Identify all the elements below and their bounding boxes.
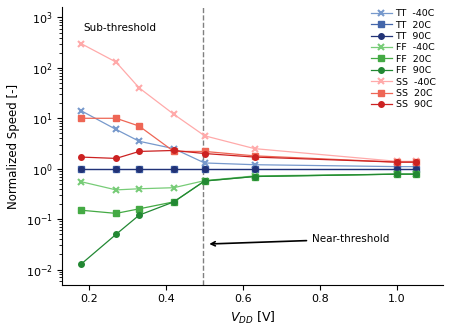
- SS  -40C: [394, 159, 400, 163]
- TT  -40C: [252, 163, 257, 167]
- FF  20C: [394, 172, 400, 176]
- TT  -40C: [171, 147, 176, 151]
- SS  -40C: [113, 60, 119, 64]
- Y-axis label: Normalized Speed [-]: Normalized Speed [-]: [7, 84, 20, 208]
- Line: SS  -40C: SS -40C: [78, 40, 419, 165]
- FF  -40C: [252, 174, 257, 178]
- SS  90C: [113, 157, 119, 161]
- SS  -40C: [414, 159, 419, 163]
- SS  -40C: [252, 147, 257, 151]
- TT  20C: [394, 167, 400, 171]
- SS  20C: [252, 154, 257, 158]
- SS  -40C: [136, 86, 142, 90]
- X-axis label: $V_{DD}$ [V]: $V_{DD}$ [V]: [230, 310, 275, 326]
- FF  20C: [113, 211, 119, 215]
- FF  20C: [79, 208, 84, 212]
- SS  90C: [171, 149, 176, 153]
- TT  90C: [171, 167, 176, 171]
- FF  -40C: [414, 172, 419, 176]
- SS  -40C: [202, 134, 207, 138]
- TT  20C: [252, 167, 257, 171]
- FF  -40C: [394, 172, 400, 176]
- FF  90C: [414, 172, 419, 176]
- Text: Sub-threshold: Sub-threshold: [83, 23, 157, 33]
- TT  20C: [171, 167, 176, 171]
- TT  90C: [252, 167, 257, 171]
- SS  -40C: [171, 112, 176, 116]
- FF  90C: [136, 213, 142, 217]
- TT  -40C: [136, 139, 142, 143]
- TT  20C: [79, 167, 84, 171]
- Text: Near-threshold: Near-threshold: [211, 234, 389, 246]
- TT  -40C: [202, 161, 207, 165]
- SS  20C: [394, 160, 400, 164]
- SS  20C: [136, 124, 142, 128]
- FF  -40C: [136, 187, 142, 191]
- TT  90C: [202, 167, 207, 171]
- TT  20C: [414, 167, 419, 171]
- Line: TT  90C: TT 90C: [79, 166, 419, 171]
- SS  90C: [136, 150, 142, 154]
- FF  90C: [113, 232, 119, 236]
- TT  20C: [202, 167, 207, 171]
- Legend: TT  -40C, TT  20C, TT  90C, FF  -40C, FF  20C, FF  90C, SS  -40C, SS  20C, SS  9: TT -40C, TT 20C, TT 90C, FF -40C, FF 20C…: [368, 7, 438, 112]
- SS  90C: [79, 155, 84, 159]
- FF  20C: [202, 179, 207, 183]
- TT  90C: [113, 167, 119, 171]
- Line: FF  -40C: FF -40C: [78, 171, 419, 193]
- FF  20C: [252, 174, 257, 178]
- TT  90C: [136, 167, 142, 171]
- TT  20C: [113, 167, 119, 171]
- Line: TT  -40C: TT -40C: [78, 108, 419, 170]
- SS  20C: [113, 116, 119, 120]
- FF  90C: [79, 262, 84, 266]
- FF  20C: [136, 207, 142, 211]
- FF  -40C: [171, 186, 176, 190]
- TT  -40C: [79, 109, 84, 113]
- FF  -40C: [202, 178, 207, 182]
- SS  20C: [202, 150, 207, 154]
- SS  90C: [394, 160, 400, 164]
- TT  90C: [79, 167, 84, 171]
- FF  90C: [252, 174, 257, 178]
- TT  -40C: [414, 165, 419, 168]
- SS  90C: [414, 160, 419, 164]
- SS  -40C: [79, 42, 84, 46]
- FF  90C: [171, 200, 176, 204]
- FF  20C: [414, 172, 419, 176]
- FF  -40C: [79, 180, 84, 184]
- Line: FF  20C: FF 20C: [79, 171, 419, 216]
- Line: SS  90C: SS 90C: [79, 148, 419, 165]
- Line: TT  20C: TT 20C: [79, 166, 419, 171]
- SS  20C: [79, 116, 84, 120]
- FF  90C: [394, 172, 400, 176]
- FF  90C: [202, 179, 207, 183]
- TT  -40C: [113, 128, 119, 132]
- FF  -40C: [113, 188, 119, 192]
- SS  20C: [171, 150, 176, 154]
- Line: SS  20C: SS 20C: [79, 116, 419, 165]
- Line: FF  90C: FF 90C: [79, 171, 419, 267]
- TT  90C: [414, 167, 419, 171]
- FF  20C: [171, 200, 176, 204]
- TT  90C: [394, 167, 400, 171]
- SS  90C: [202, 152, 207, 156]
- SS  90C: [252, 155, 257, 159]
- TT  -40C: [394, 165, 400, 168]
- SS  20C: [414, 160, 419, 164]
- TT  20C: [136, 167, 142, 171]
